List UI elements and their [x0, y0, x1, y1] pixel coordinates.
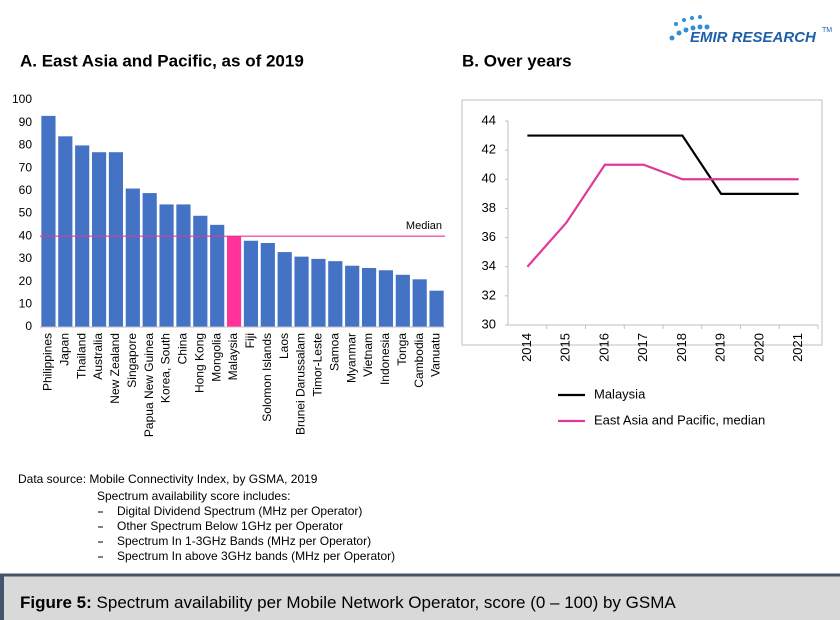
- bar: [193, 215, 208, 327]
- logo-mark: TM: [822, 27, 832, 34]
- x-tick-label: Australia: [91, 333, 105, 380]
- y-tick-label: 60: [19, 183, 33, 197]
- bar: [243, 240, 259, 327]
- bar: [429, 290, 444, 327]
- chart-title: A. East Asia and Pacific, as of 2019: [20, 51, 304, 70]
- bar: [210, 224, 225, 327]
- x-tick-label: Samoa: [327, 333, 341, 371]
- x-tick-label: 2018: [674, 333, 689, 362]
- line: [527, 134, 799, 195]
- x-tick-label: Brunei Darussalam: [294, 333, 308, 435]
- x-tick-label: Papua New Guinea: [142, 333, 156, 437]
- y-tick-label: 38: [482, 200, 496, 215]
- y-tick-label: 70: [19, 160, 33, 174]
- y-tick-label: 36: [482, 229, 496, 244]
- bar: [142, 193, 157, 327]
- y-tick-label: 34: [482, 258, 496, 273]
- x-tick-label: Indonesia: [378, 333, 392, 385]
- source-note: Data source: Mobile Connectivity Index, …: [18, 472, 318, 486]
- note-item: Digital Dividend Spectrum (MHz per Opera…: [117, 504, 362, 518]
- y-tick-label: 100: [12, 92, 32, 106]
- y-tick-label: 40: [482, 171, 496, 186]
- x-tick-label: Hong Kong: [192, 333, 206, 393]
- x-tick-label: Myanmar: [344, 333, 358, 383]
- notes-heading: Spectrum availability score includes:: [97, 489, 290, 503]
- x-tick-label: Laos: [277, 333, 291, 359]
- x-tick-label: 2016: [596, 333, 611, 362]
- x-tick-label: Cambodia: [412, 333, 426, 388]
- x-tick-label: Timor-Leste: [311, 333, 325, 397]
- legend-label: East Asia and Pacific, median: [594, 412, 765, 427]
- y-tick-label: 32: [482, 287, 496, 302]
- bar: [277, 252, 292, 327]
- x-tick-label: Tonga: [395, 333, 409, 366]
- bar: [125, 188, 140, 327]
- x-tick-label: Vanuatu: [429, 333, 443, 377]
- bar: [226, 236, 242, 327]
- note-item: Other Spectrum Below 1GHz per Operator: [117, 519, 343, 533]
- caption: Figure 5: Spectrum availability per Mobi…: [20, 593, 676, 612]
- y-tick-label: 40: [19, 228, 33, 242]
- x-tick-label: Vietnam: [361, 333, 375, 377]
- line: [526, 163, 799, 268]
- logo: EMIR RESEARCH TM: [669, 15, 832, 46]
- bar: [345, 265, 360, 327]
- x-tick-label: Malaysia: [226, 333, 240, 381]
- x-tick-label: 2015: [558, 333, 573, 362]
- legend-label: Malaysia: [594, 386, 646, 401]
- bar: [311, 258, 326, 327]
- x-tick-label: 2020: [751, 333, 766, 362]
- x-tick-label: 2014: [519, 333, 534, 362]
- bar: [108, 152, 124, 327]
- bar: [260, 243, 275, 327]
- y-tick-label: 80: [19, 138, 33, 152]
- y-tick-label: 30: [482, 316, 496, 331]
- y-tick-label: 50: [19, 206, 33, 220]
- bar: [361, 267, 377, 327]
- notes-list: Digital Dividend Spectrum (MHz per Opera…: [98, 504, 395, 563]
- note-item: Spectrum In 1-3GHz Bands (MHz per Operat…: [117, 534, 371, 548]
- bar: [412, 279, 427, 327]
- logo-text: EMIR RESEARCH: [690, 29, 817, 46]
- bar: [41, 115, 56, 327]
- bar: [294, 256, 309, 327]
- x-tick-label: Singapore: [125, 333, 139, 388]
- x-tick-label: Japan: [57, 333, 71, 366]
- chart-frame: [461, 99, 823, 346]
- y-tick-label: 42: [482, 142, 496, 157]
- y-tick-label: 10: [19, 296, 33, 310]
- bar: [91, 152, 107, 327]
- caption-bar: [0, 575, 840, 620]
- x-tick-label: New Zealand: [108, 333, 122, 404]
- charts: 0 10 20 30 40 50 60 70 80 90 100 Philippines Japan Th…: [12, 92, 819, 437]
- x-tick-label: 2019: [713, 333, 728, 362]
- y-tick-label: 90: [19, 115, 33, 129]
- y-tick-label: 0: [25, 319, 32, 333]
- y-tick-label: 44: [482, 112, 496, 127]
- caption-text: Spectrum availability per Mobile Network…: [92, 593, 677, 612]
- x-tick-label: 2021: [790, 333, 805, 362]
- x-tick-label: Mongolia: [209, 333, 223, 382]
- bar: [58, 136, 73, 327]
- caption-label: Figure 5:: [20, 593, 92, 612]
- x-tick-label: Korea, South: [159, 333, 173, 403]
- bar: [395, 274, 410, 327]
- x-tick-label: Philippines: [41, 333, 55, 391]
- bar: [159, 204, 174, 327]
- bar: [378, 270, 394, 327]
- bar: [328, 261, 343, 327]
- y-tick-label: 30: [19, 251, 33, 265]
- x-tick-label: 2017: [635, 333, 650, 362]
- x-tick-label: China: [176, 333, 190, 365]
- x-tick-label: Fiji: [243, 333, 257, 348]
- median-label: Median: [406, 220, 442, 232]
- note-item: Spectrum In above 3GHz bands (MHz per Op…: [117, 549, 395, 563]
- chart-title: B. Over years: [462, 51, 572, 70]
- bar: [176, 204, 191, 327]
- x-tick-label: Thailand: [74, 333, 88, 379]
- y-tick-label: 20: [19, 274, 33, 288]
- x-tick-label: Solomon Islands: [260, 333, 274, 422]
